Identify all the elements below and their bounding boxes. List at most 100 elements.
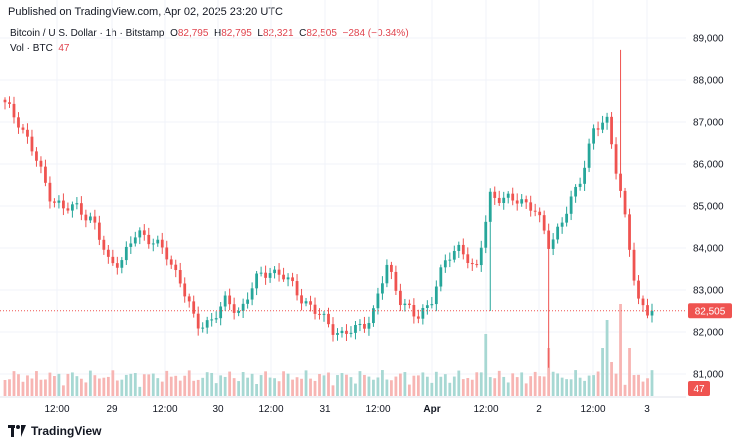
candle-body (129, 243, 133, 247)
volume-bar (79, 378, 83, 396)
candle-body (592, 128, 595, 144)
last-volume-badge-bg (688, 381, 710, 396)
candle-body (232, 304, 236, 313)
volume-bar (484, 334, 488, 396)
candle-body (619, 173, 622, 191)
volume-bar (228, 371, 232, 396)
candle-body (97, 222, 101, 240)
time-tick-label: 12:00 (365, 404, 390, 415)
candle-body (93, 216, 97, 223)
volume-bar (84, 382, 88, 396)
candle-body (62, 200, 65, 209)
candle-body (515, 200, 519, 204)
volume-bar (39, 379, 43, 396)
volume-bar (192, 380, 196, 396)
volume-bar (250, 373, 254, 396)
volume-bar (88, 370, 92, 396)
volume-bar (97, 378, 101, 396)
volume-bar (71, 372, 74, 396)
candle-body (650, 310, 654, 316)
candle-body (506, 193, 510, 198)
candle-body (192, 301, 196, 314)
volume-bar (425, 376, 429, 396)
symbol-label: Bitcoin / U.S. Dollar · 1h · Bitstamp (10, 28, 165, 39)
brand-label: TradingView (31, 424, 102, 438)
volume-bar (120, 379, 124, 396)
ohlc-row: Bitcoin / U.S. Dollar · 1h · Bitstamp O8… (10, 26, 409, 41)
volume-bar (268, 377, 272, 396)
volume-bar (142, 374, 146, 396)
volume-bar (331, 385, 335, 396)
volume-bar (340, 373, 344, 396)
candle-body (160, 239, 164, 248)
candles (3, 49, 654, 368)
volume-bar (434, 371, 438, 396)
volume-bar (520, 372, 524, 396)
candle-body (367, 323, 371, 329)
open-value: 82,795 (177, 28, 209, 39)
volume-bar (147, 374, 151, 396)
volume-bar (30, 378, 34, 396)
price-tick-label: 83,000 (693, 286, 724, 297)
price-tick-label: 89,000 (693, 34, 724, 45)
candle-body (79, 203, 83, 215)
volume-bar (129, 373, 133, 396)
candle-body (421, 307, 425, 319)
volume-bar (327, 372, 330, 396)
volume-bar (466, 378, 470, 396)
last-price-badge-bg (688, 303, 732, 319)
volume-bar (533, 371, 537, 396)
published-notice: Published on TradingView.com, Apr 02, 20… (8, 6, 283, 18)
candle-body (295, 281, 299, 296)
candle-body (71, 204, 74, 211)
candle-body (372, 308, 375, 324)
volume-bar (385, 379, 389, 396)
volume-bar (57, 373, 61, 396)
price-tick-label: 81,000 (693, 370, 724, 381)
candle-body (601, 122, 604, 130)
candle-body (569, 196, 573, 214)
volume-bar (421, 372, 425, 396)
volume-bar (201, 377, 205, 396)
tradingview-footer[interactable]: TradingView (8, 424, 101, 438)
high-value: 82,795 (221, 28, 252, 39)
candle-body (102, 239, 106, 250)
candle-body (551, 239, 555, 249)
candle-body (479, 247, 483, 266)
candle-body (88, 216, 92, 221)
candle-body (434, 286, 438, 305)
open-label: O (170, 28, 178, 39)
volume-bar (556, 373, 560, 396)
volume-bar (628, 348, 631, 396)
candle-body (587, 143, 591, 168)
volume-bar (398, 373, 402, 396)
volume-bar (264, 371, 267, 396)
volume-bar (241, 372, 245, 396)
volume-bar (259, 375, 263, 396)
volume-bar (623, 384, 627, 396)
volume-bar (205, 372, 209, 396)
candle-body (291, 277, 294, 282)
volume-bar (614, 373, 618, 396)
candle-body (156, 239, 160, 244)
volume-bar (493, 378, 497, 396)
volume-bar (160, 381, 164, 396)
volume-bar (21, 381, 25, 396)
volume-bar (565, 379, 569, 396)
volume-bar (183, 375, 187, 396)
time-tick-label: 31 (319, 404, 331, 415)
candle-body (466, 254, 470, 264)
volume-bar (322, 375, 326, 396)
volume-bar (457, 370, 461, 396)
volume-bar (560, 377, 564, 396)
volume-bar (115, 380, 119, 396)
candle-body (538, 211, 542, 216)
volume-bar (255, 384, 259, 396)
candle-body (425, 305, 429, 308)
candle-body (214, 318, 218, 320)
volume-bar (102, 377, 106, 396)
volume-bar (372, 379, 375, 396)
volume-bar (515, 377, 519, 396)
candle-body (219, 306, 223, 319)
